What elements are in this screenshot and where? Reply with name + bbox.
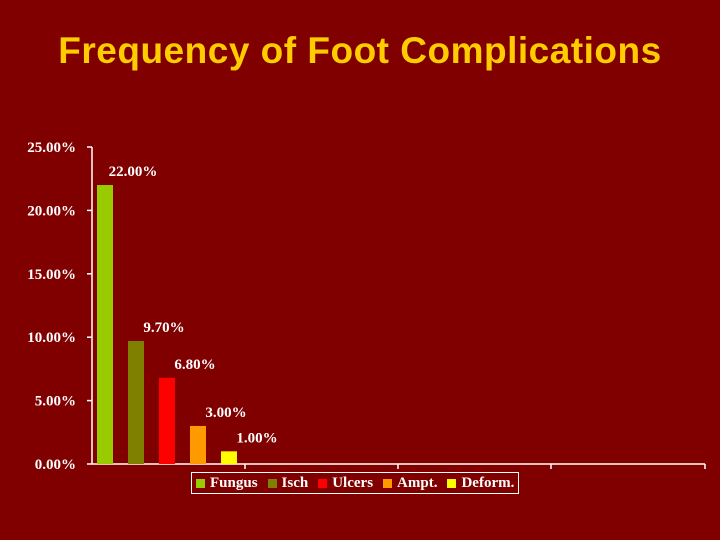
legend-label: Deform. — [461, 474, 515, 491]
legend-item: Ampt. — [383, 474, 438, 491]
legend-item: Ulcers — [318, 474, 374, 491]
page-title: Frequency of Foot Complications — [58, 30, 662, 71]
data-labels: 22.00% 9.70% 6.80% 3.00% 1.00% — [109, 164, 278, 446]
bar-fungus — [97, 185, 113, 465]
legend-item: Deform. — [447, 474, 515, 491]
legend-swatch — [447, 478, 457, 488]
chart-axes — [91, 147, 706, 469]
data-label: 22.00% — [109, 164, 158, 180]
y-tick-label: 15.00% — [27, 267, 76, 283]
bar-deform — [221, 451, 237, 464]
legend-swatch — [318, 478, 328, 488]
data-label: 1.00% — [236, 430, 277, 446]
bar-isch — [128, 341, 144, 464]
data-label: 6.80% — [174, 357, 215, 373]
legend-swatch — [196, 478, 205, 488]
y-tick-label: 25.00% — [27, 140, 76, 156]
legend-item: Isch — [267, 474, 309, 491]
legend-swatch — [267, 478, 277, 488]
y-tick-label: 20.00% — [27, 203, 76, 219]
y-tick-label: 0.00% — [35, 457, 76, 473]
y-axis-ticks: 0.00% 5.00% 10.00% 15.00% 20.00% 25.00% — [27, 140, 92, 473]
data-label: 9.70% — [143, 320, 184, 336]
legend-label: Ampt. — [397, 474, 438, 491]
bar-ampt — [190, 425, 206, 464]
data-label: 3.00% — [205, 405, 246, 421]
legend-label: Fungus — [210, 474, 258, 491]
chart-bars — [97, 185, 237, 465]
chart-legend: Fungus Isch Ulcers Ampt. Deform. — [191, 472, 520, 494]
legend-swatch — [383, 478, 393, 488]
y-tick-label: 10.00% — [27, 330, 76, 346]
legend-label: Isch — [281, 474, 309, 491]
legend-item: Fungus — [196, 474, 258, 491]
bar-ulcers — [159, 377, 175, 464]
y-tick-label: 5.00% — [35, 394, 76, 410]
legend-label: Ulcers — [332, 474, 374, 491]
